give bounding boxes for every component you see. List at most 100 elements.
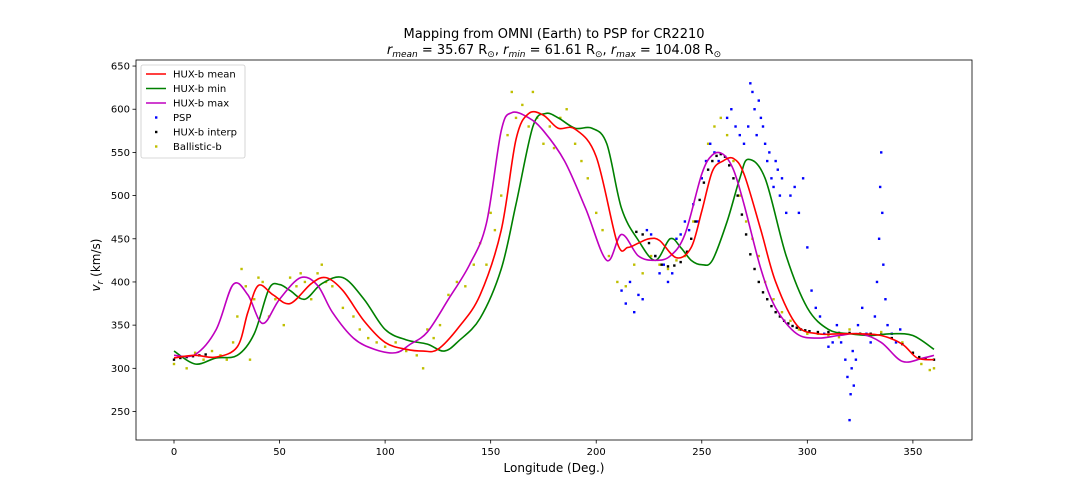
legend-swatch-psp bbox=[155, 116, 158, 119]
data-point-hux-b-interp bbox=[932, 358, 936, 361]
data-point-hux-b-interp bbox=[685, 250, 689, 253]
legend-label-ballistic-b: Ballistic-b bbox=[173, 142, 222, 153]
data-point-ballistic-b bbox=[202, 358, 205, 361]
chart-subtitle: rmean = 35.67 R⊙, rmin = 61.61 R⊙, rmax … bbox=[387, 43, 721, 60]
data-point-ballistic-b bbox=[514, 116, 518, 120]
data-point-ballistic-b bbox=[744, 220, 748, 223]
data-point-ballistic-b bbox=[725, 133, 729, 137]
data-point-psp bbox=[877, 237, 881, 240]
data-point-ballistic-b bbox=[240, 267, 243, 271]
subtitle-mean-sub: mean bbox=[392, 50, 418, 60]
chart-title: Mapping from OMNI (Earth) to PSP for CR2… bbox=[403, 27, 704, 42]
data-point-ballistic-b bbox=[641, 272, 644, 275]
data-point-ballistic-b bbox=[521, 103, 524, 107]
data-point-psp bbox=[763, 142, 767, 145]
data-point-hux-b-interp bbox=[791, 324, 794, 328]
series-hux-b-mean bbox=[173, 110, 935, 361]
subtitle-max-sub: max bbox=[616, 50, 636, 60]
data-point-ballistic-b bbox=[706, 142, 710, 145]
plot-area bbox=[172, 82, 936, 422]
y-tick-label: 500 bbox=[111, 191, 130, 202]
data-point-hux-b-interp bbox=[827, 330, 830, 334]
data-point-psp bbox=[641, 298, 644, 301]
data-point-psp bbox=[873, 315, 877, 318]
data-point-hux-b-interp bbox=[736, 194, 739, 197]
data-point-ballistic-b bbox=[586, 177, 589, 180]
data-point-psp bbox=[778, 194, 782, 197]
data-point-ballistic-b bbox=[552, 146, 556, 150]
subtitle-min-label: r bbox=[503, 43, 510, 58]
data-point-ballistic-b bbox=[837, 336, 841, 339]
data-point-psp bbox=[687, 228, 691, 232]
data-point-ballistic-b bbox=[542, 142, 545, 145]
series-line-hux-b-mean bbox=[173, 110, 935, 361]
y-tick-label: 650 bbox=[111, 62, 130, 73]
data-point-psp bbox=[772, 185, 775, 189]
x-tick-label: 200 bbox=[587, 447, 606, 458]
data-point-hux-b-interp bbox=[706, 168, 710, 171]
data-point-ballistic-b bbox=[432, 336, 435, 340]
data-point-psp bbox=[679, 233, 682, 236]
data-point-ballistic-b bbox=[383, 345, 387, 348]
data-point-psp bbox=[666, 280, 670, 284]
data-point-psp bbox=[774, 159, 777, 163]
data-point-psp bbox=[827, 345, 830, 348]
legend-label-hux-b-interp: HUX-b interp bbox=[173, 128, 237, 139]
data-point-psp bbox=[624, 302, 627, 305]
data-point-psp bbox=[818, 315, 822, 318]
data-point-ballistic-b bbox=[415, 354, 418, 357]
y-tick-label: 250 bbox=[111, 407, 130, 418]
data-point-hux-b-interp bbox=[647, 241, 651, 245]
data-point-psp bbox=[738, 133, 741, 137]
data-point-hux-b-interp bbox=[753, 267, 756, 271]
data-point-ballistic-b bbox=[658, 263, 661, 266]
x-tick-label: 50 bbox=[273, 447, 286, 458]
x-tick-label: 150 bbox=[481, 447, 500, 458]
data-point-psp bbox=[886, 323, 889, 327]
data-point-ballistic-b bbox=[772, 298, 775, 301]
data-point-psp bbox=[742, 142, 746, 145]
subtitle-max-label: r bbox=[611, 43, 618, 58]
data-point-ballistic-b bbox=[848, 328, 851, 331]
data-point-psp bbox=[894, 341, 898, 344]
data-point-psp bbox=[780, 177, 784, 180]
data-point-ballistic-b bbox=[303, 280, 307, 284]
data-point-ballistic-b bbox=[806, 332, 809, 335]
data-point-ballistic-b bbox=[500, 194, 503, 197]
data-point-psp bbox=[683, 220, 687, 223]
data-point-hux-b-interp bbox=[673, 264, 676, 267]
subtitle-separator-2: , bbox=[603, 43, 611, 58]
data-point-ballistic-b bbox=[316, 272, 319, 275]
legend-label-hux-b-mean: HUX-b mean bbox=[173, 70, 236, 81]
data-point-psp bbox=[751, 90, 754, 94]
data-point-ballistic-b bbox=[282, 323, 285, 327]
data-point-hux-b-interp bbox=[719, 152, 722, 156]
data-point-psp bbox=[645, 228, 649, 232]
data-point-psp bbox=[662, 263, 665, 266]
plot-frame bbox=[135, 59, 973, 441]
subtitle-mean-sun: ⊙ bbox=[487, 50, 495, 60]
data-point-psp bbox=[835, 323, 839, 327]
x-tick-label: 250 bbox=[692, 447, 711, 458]
data-point-ballistic-b bbox=[485, 263, 488, 266]
data-point-ballistic-b bbox=[225, 358, 228, 361]
data-point-hux-b-interp bbox=[911, 351, 915, 354]
data-point-psp bbox=[839, 341, 843, 344]
data-point-psp bbox=[806, 246, 809, 249]
data-point-psp bbox=[814, 306, 817, 310]
y-axis-label: vr (km/s) bbox=[89, 239, 106, 292]
subtitle-min-sun: ⊙ bbox=[595, 50, 603, 60]
data-point-psp bbox=[789, 194, 792, 197]
data-point-psp bbox=[755, 133, 758, 137]
data-point-ballistic-b bbox=[331, 285, 334, 288]
data-point-ballistic-b bbox=[920, 362, 923, 366]
y-axis-label-rest: (km/s) bbox=[89, 239, 103, 281]
data-point-psp bbox=[761, 125, 765, 128]
subtitle-max-sun: ⊙ bbox=[714, 50, 722, 60]
data-point-ballistic-b bbox=[616, 280, 619, 284]
legend-label-psp: PSP bbox=[173, 113, 191, 124]
data-point-hux-b-interp bbox=[787, 322, 790, 325]
data-point-ballistic-b bbox=[827, 334, 830, 337]
axes: 0 50 100 150 200 250 300 350 250 300 350 400 450 500 5… bbox=[111, 59, 973, 458]
